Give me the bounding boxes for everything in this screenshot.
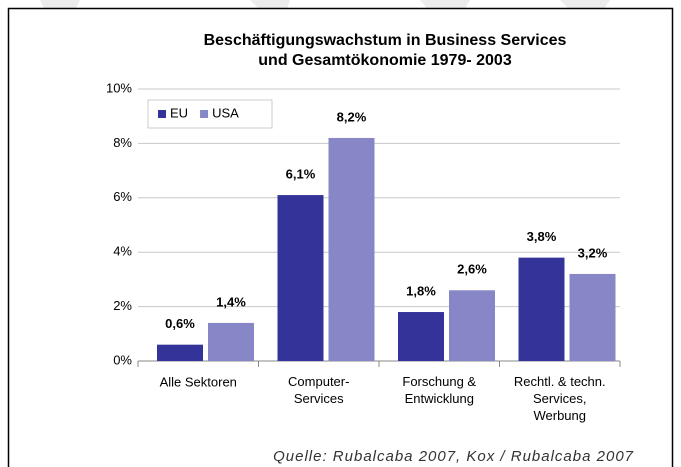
value-label: 1,4%: [216, 294, 246, 309]
y-tick-label: 2%: [113, 298, 132, 313]
bar: [570, 274, 616, 361]
bar: [329, 138, 375, 361]
legend-box: [148, 100, 272, 128]
legend-swatch: [158, 110, 166, 118]
bar: [519, 258, 565, 361]
bar: [449, 290, 495, 361]
y-tick-label: 10%: [106, 80, 132, 95]
source: Quelle: Rubalcaba 2007, Kox / Rubalcaba …: [273, 448, 634, 465]
y-tick-label: 6%: [113, 189, 132, 204]
legend-swatch: [200, 110, 208, 118]
value-label: 6,1%: [286, 167, 316, 182]
value-label: 0,6%: [165, 316, 195, 331]
y-tick-label: 4%: [113, 244, 132, 259]
value-label: 1,8%: [406, 283, 436, 298]
legend-label: USA: [212, 105, 239, 120]
value-label: 8,2%: [337, 109, 367, 124]
bar: [157, 345, 203, 361]
bar: [398, 312, 444, 361]
value-label: 3,2%: [578, 245, 608, 260]
x-tick-label: Alle Sektoren: [160, 374, 237, 389]
value-label: 3,8%: [527, 229, 557, 244]
y-tick-label: 8%: [113, 135, 132, 150]
y-tick-label: 0%: [113, 352, 132, 367]
bar: [278, 195, 324, 361]
value-label: 2,6%: [457, 262, 487, 277]
legend-label: EU: [170, 105, 188, 120]
chart: Beschäftigungswachstum in Business Servi…: [0, 0, 681, 467]
bar: [208, 323, 254, 361]
